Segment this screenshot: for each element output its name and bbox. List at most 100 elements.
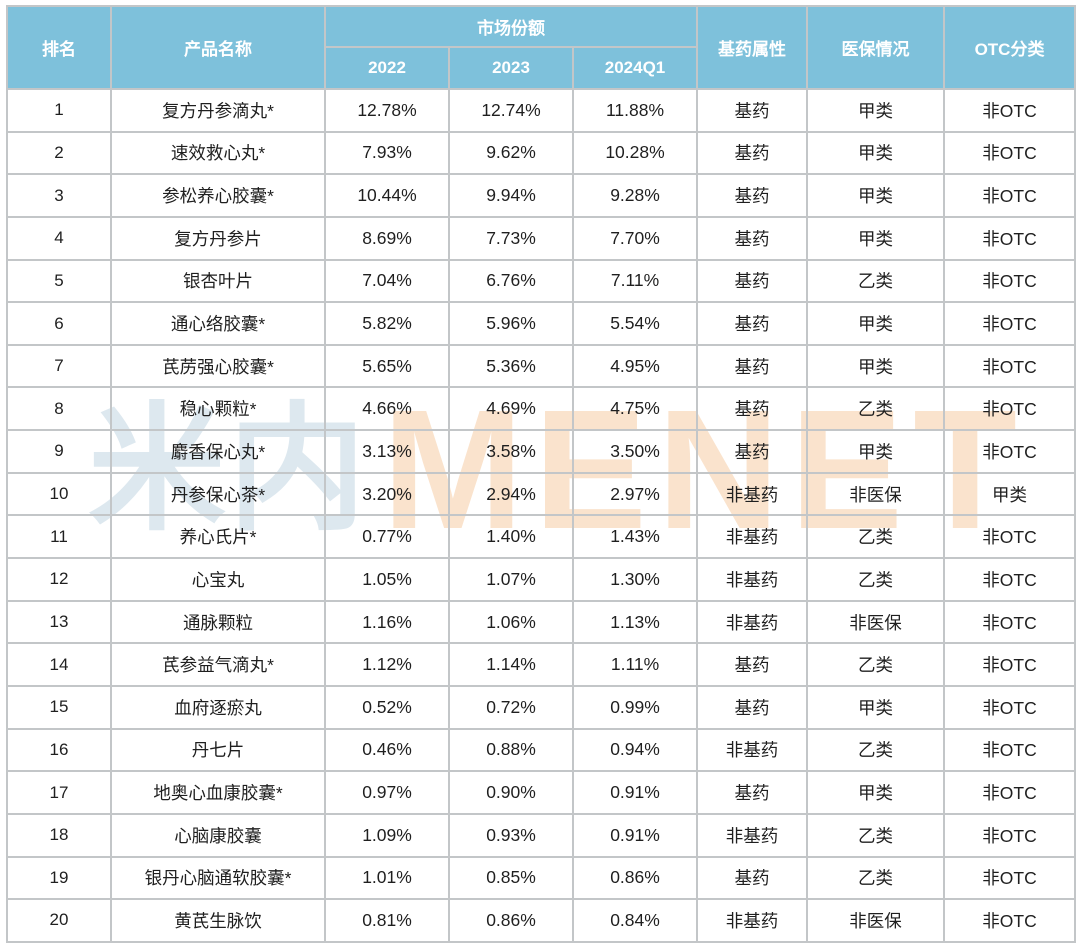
cell-share-2022: 0.77% [324,514,450,560]
cell-rank: 11 [6,514,112,560]
table-row: 12 心宝丸 1.05% 1.07% 1.30% 非基药 乙类 非OTC [6,557,1077,602]
cell-share-2022: 4.66% [324,386,450,432]
cell-product-name: 芪苈强心胶囊* [110,343,326,389]
cell-otc-class: 非OTC [943,557,1077,602]
cell-share-2024q1: 7.70% [571,215,699,261]
cell-essential-drug: 基药 [696,855,809,901]
table-row: 14 芪参益气滴丸* 1.12% 1.14% 1.11% 基药 乙类 非OTC [6,642,1077,687]
cell-insurance: 甲类 [806,684,946,730]
cell-product-name: 通心络胶囊* [110,301,326,346]
cell-product-name: 复方丹参片 [110,215,326,261]
cell-share-2023: 1.07% [448,557,574,602]
cell-insurance: 乙类 [806,855,946,901]
table-row: 5 银杏叶片 7.04% 6.76% 7.11% 基药 乙类 非OTC [6,258,1077,304]
cell-otc-class: 非OTC [943,173,1077,218]
table-row: 8 稳心颗粒* 4.66% 4.69% 4.75% 基药 乙类 非OTC [6,386,1077,432]
cell-product-name: 麝香保心丸* [110,429,326,474]
cell-rank: 9 [6,429,112,474]
cell-insurance: 非医保 [806,471,946,517]
table-row: 20 黄芪生脉饮 0.81% 0.86% 0.84% 非基药 非医保 非OTC [6,898,1077,943]
cell-product-name: 银丹心脑通软胶囊* [110,855,326,901]
cell-product-name: 丹参保心茶* [110,471,326,517]
cell-share-2023: 9.94% [448,173,574,218]
cell-insurance: 乙类 [806,386,946,432]
header-2024q1: 2024Q1 [571,46,699,90]
cell-insurance: 甲类 [806,343,946,389]
cell-share-2022: 10.44% [324,173,450,218]
cell-share-2024q1: 0.91% [571,812,699,858]
cell-essential-drug: 基药 [696,684,809,730]
cell-essential-drug: 基药 [696,173,809,218]
cell-share-2023: 9.62% [448,130,574,176]
header-market-share-group: 市场份额 [323,5,699,48]
table-header: 排名 产品名称 市场份额 基药属性 医保情况 OTC分类 2022 2023 2… [6,5,1077,90]
cell-share-2022: 3.13% [324,429,450,474]
table-row: 17 地奥心血康胶囊* 0.97% 0.90% 0.91% 基药 甲类 非OTC [6,770,1077,815]
cell-share-2022: 7.93% [324,130,450,176]
cell-share-2024q1: 1.30% [571,557,699,602]
cell-share-2023: 12.74% [448,88,574,133]
cell-otc-class: 非OTC [943,215,1077,261]
cell-essential-drug: 基药 [696,258,809,304]
cell-rank: 16 [6,727,112,773]
cell-insurance: 乙类 [806,642,946,687]
cell-rank: 4 [6,215,112,261]
cell-insurance: 甲类 [806,301,946,346]
cell-share-2022: 1.01% [324,855,450,901]
cell-product-name: 银杏叶片 [110,258,326,304]
cell-insurance: 甲类 [806,173,946,218]
cell-product-name: 丹七片 [110,727,326,773]
cell-otc-class: 非OTC [943,386,1077,432]
table-row: 4 复方丹参片 8.69% 7.73% 7.70% 基药 甲类 非OTC [6,215,1077,261]
cell-otc-class: 非OTC [943,727,1077,773]
table-row: 10 丹参保心茶* 3.20% 2.94% 2.97% 非基药 非医保 甲类 [6,471,1077,517]
cell-essential-drug: 非基药 [696,471,809,517]
cell-share-2022: 0.81% [324,898,450,943]
cell-share-2024q1: 11.88% [571,88,699,133]
cell-share-2024q1: 0.86% [571,855,699,901]
cell-otc-class: 非OTC [943,684,1077,730]
cell-insurance: 乙类 [806,727,946,773]
cell-share-2023: 0.90% [448,770,574,815]
cell-rank: 13 [6,599,112,645]
table-body: 1 复方丹参滴丸* 12.78% 12.74% 11.88% 基药 甲类 非OTC 2 速效救心丸… [6,88,1077,943]
table-row: 6 通心络胶囊* 5.82% 5.96% 5.54% 基药 甲类 非OTC [6,301,1077,346]
cell-essential-drug: 基药 [696,301,809,346]
cell-otc-class: 非OTC [943,855,1077,901]
cell-product-name: 参松养心胶囊* [110,173,326,218]
cell-product-name: 心宝丸 [110,557,326,602]
cell-insurance: 非医保 [806,898,946,943]
header-essential-drug: 基药属性 [696,5,809,90]
cell-share-2024q1: 0.99% [571,684,699,730]
market-share-table: 排名 产品名称 市场份额 基药属性 医保情况 OTC分类 2022 2023 2… [6,5,1077,943]
cell-otc-class: 甲类 [943,471,1077,517]
cell-product-name: 黄芪生脉饮 [110,898,326,943]
cell-share-2022: 1.16% [324,599,450,645]
cell-share-2024q1: 1.13% [571,599,699,645]
cell-share-2023: 3.58% [448,429,574,474]
cell-share-2023: 6.76% [448,258,574,304]
cell-otc-class: 非OTC [943,812,1077,858]
cell-share-2024q1: 5.54% [571,301,699,346]
cell-rank: 3 [6,173,112,218]
cell-share-2023: 4.69% [448,386,574,432]
cell-share-2023: 1.06% [448,599,574,645]
cell-product-name: 稳心颗粒* [110,386,326,432]
cell-otc-class: 非OTC [943,343,1077,389]
table-row: 13 通脉颗粒 1.16% 1.06% 1.13% 非基药 非医保 非OTC [6,599,1077,645]
cell-insurance: 甲类 [806,770,946,815]
cell-product-name: 心脑康胶囊 [110,812,326,858]
cell-share-2022: 5.65% [324,343,450,389]
cell-rank: 2 [6,130,112,176]
table-row: 7 芪苈强心胶囊* 5.65% 5.36% 4.95% 基药 甲类 非OTC [6,343,1077,389]
cell-rank: 7 [6,343,112,389]
cell-share-2023: 0.85% [448,855,574,901]
table-row: 2 速效救心丸* 7.93% 9.62% 10.28% 基药 甲类 非OTC [6,130,1077,176]
header-year-2022: 2022 [324,46,450,90]
header-year-2023: 2023 [448,46,574,90]
cell-share-2024q1: 4.95% [571,343,699,389]
cell-product-name: 地奥心血康胶囊* [110,770,326,815]
cell-share-2022: 1.12% [324,642,450,687]
cell-rank: 18 [6,812,112,858]
cell-product-name: 复方丹参滴丸* [110,88,326,133]
